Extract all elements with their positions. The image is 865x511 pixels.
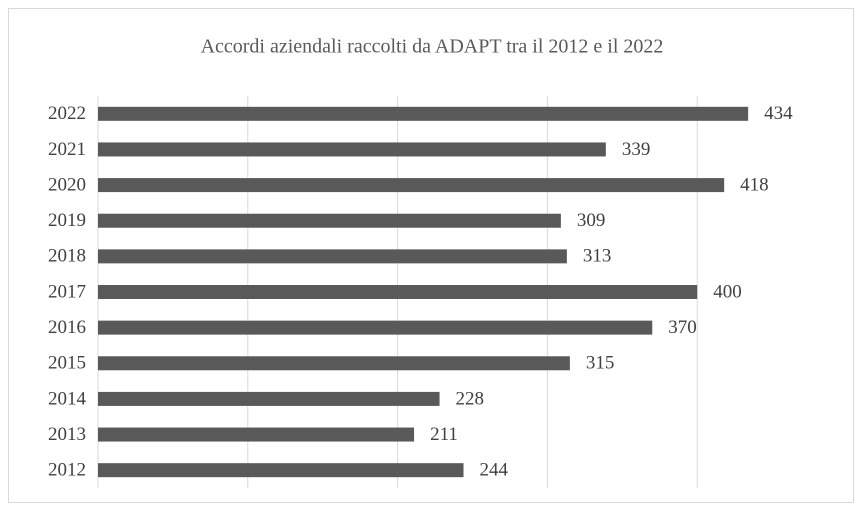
data-label: 370 [668,317,697,338]
bar [98,142,606,157]
bar [98,106,749,121]
data-label: 244 [480,460,509,481]
data-label: 313 [583,246,612,267]
y-tick-label: 2020 [48,174,86,195]
bar [98,213,561,228]
y-tick-label: 2019 [48,210,86,231]
data-label: 228 [456,388,485,409]
chart-title: Accordi aziendali raccolti da ADAPT tra … [201,36,664,58]
data-label: 339 [622,139,651,160]
y-tick-label: 2013 [48,424,86,445]
bar [98,463,464,478]
y-tick-label: 2021 [48,139,86,160]
data-label: 400 [713,281,742,302]
y-tick-label: 2018 [48,246,86,267]
bar [98,285,698,299]
y-tick-label: 2015 [48,353,86,374]
bar [98,249,567,264]
bar [98,178,725,193]
bar [98,320,653,335]
bar [98,391,440,406]
y-tick-label: 2012 [48,460,86,481]
data-label: 211 [430,424,458,445]
data-label: 315 [586,353,615,374]
data-label: 309 [577,210,606,231]
bar [98,356,570,371]
data-label: 434 [764,103,793,124]
data-label: 418 [740,174,769,195]
bar [98,427,415,442]
y-tick-label: 2014 [48,388,87,409]
y-tick-label: 2022 [48,103,86,124]
y-tick-label: 2017 [48,281,86,302]
y-tick-label: 2016 [48,317,86,338]
